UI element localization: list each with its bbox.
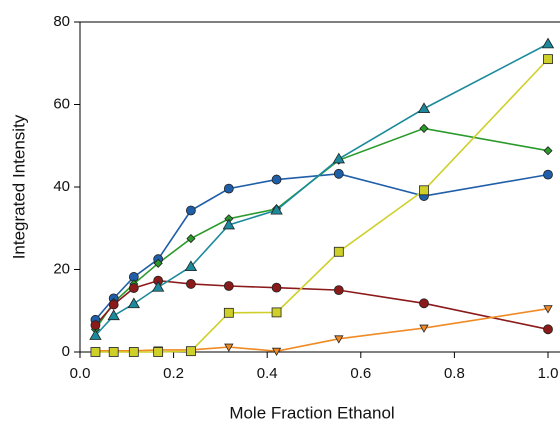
marker <box>541 37 555 49</box>
y-tick-label: 60 <box>53 95 70 112</box>
marker <box>419 123 429 133</box>
x-tick-label: 0.2 <box>163 365 184 382</box>
x-axis-title: Mole Fraction Ethanol <box>229 403 394 422</box>
marker <box>333 168 344 179</box>
series-line <box>94 279 549 331</box>
marker <box>271 282 282 293</box>
x-tick-label: 0.0 <box>70 365 91 382</box>
marker <box>186 279 196 289</box>
series-line <box>94 43 549 337</box>
marker <box>223 307 234 318</box>
marker <box>333 285 344 296</box>
marker <box>90 320 101 331</box>
marker <box>543 146 553 156</box>
marker <box>419 185 429 196</box>
marker <box>223 183 234 194</box>
marker <box>543 305 553 314</box>
marker <box>334 335 344 344</box>
marker <box>89 329 102 340</box>
y-tick-label: 20 <box>53 260 70 277</box>
series-line <box>95 58 549 353</box>
y-axis-title: Integrated Intensity <box>9 114 28 259</box>
marker <box>543 54 553 65</box>
marker <box>108 347 119 357</box>
series-line <box>94 172 549 321</box>
marker <box>127 297 141 309</box>
marker <box>151 280 165 292</box>
x-tick-label: 0.8 <box>444 365 465 382</box>
marker <box>419 324 429 333</box>
x-tick-label: 0.6 <box>350 365 371 382</box>
marker <box>271 347 282 356</box>
marker <box>271 307 282 318</box>
marker <box>271 174 282 185</box>
series-line <box>94 127 549 330</box>
marker <box>184 260 198 272</box>
marker <box>543 324 553 335</box>
marker <box>186 205 196 216</box>
marker <box>128 283 139 293</box>
marker <box>107 309 120 321</box>
marker <box>90 347 101 357</box>
marker <box>543 169 553 180</box>
marker <box>419 298 429 309</box>
y-tick-label: 40 <box>53 178 70 195</box>
x-tick-label: 1.0 <box>538 365 559 382</box>
marker <box>223 281 234 291</box>
series-line <box>95 307 549 352</box>
x-tick-label: 0.4 <box>257 365 278 382</box>
marker <box>332 152 345 164</box>
marker <box>108 299 119 310</box>
y-tick-label: 0 <box>62 343 70 360</box>
marker <box>333 246 344 257</box>
marker <box>128 347 139 357</box>
marker <box>153 347 164 357</box>
marker <box>270 203 283 215</box>
marker <box>153 258 163 268</box>
marker <box>186 233 196 244</box>
marker <box>186 346 196 357</box>
marker <box>222 218 236 230</box>
marker <box>417 102 431 114</box>
marker <box>224 343 234 352</box>
y-tick-label: 80 <box>53 13 70 30</box>
